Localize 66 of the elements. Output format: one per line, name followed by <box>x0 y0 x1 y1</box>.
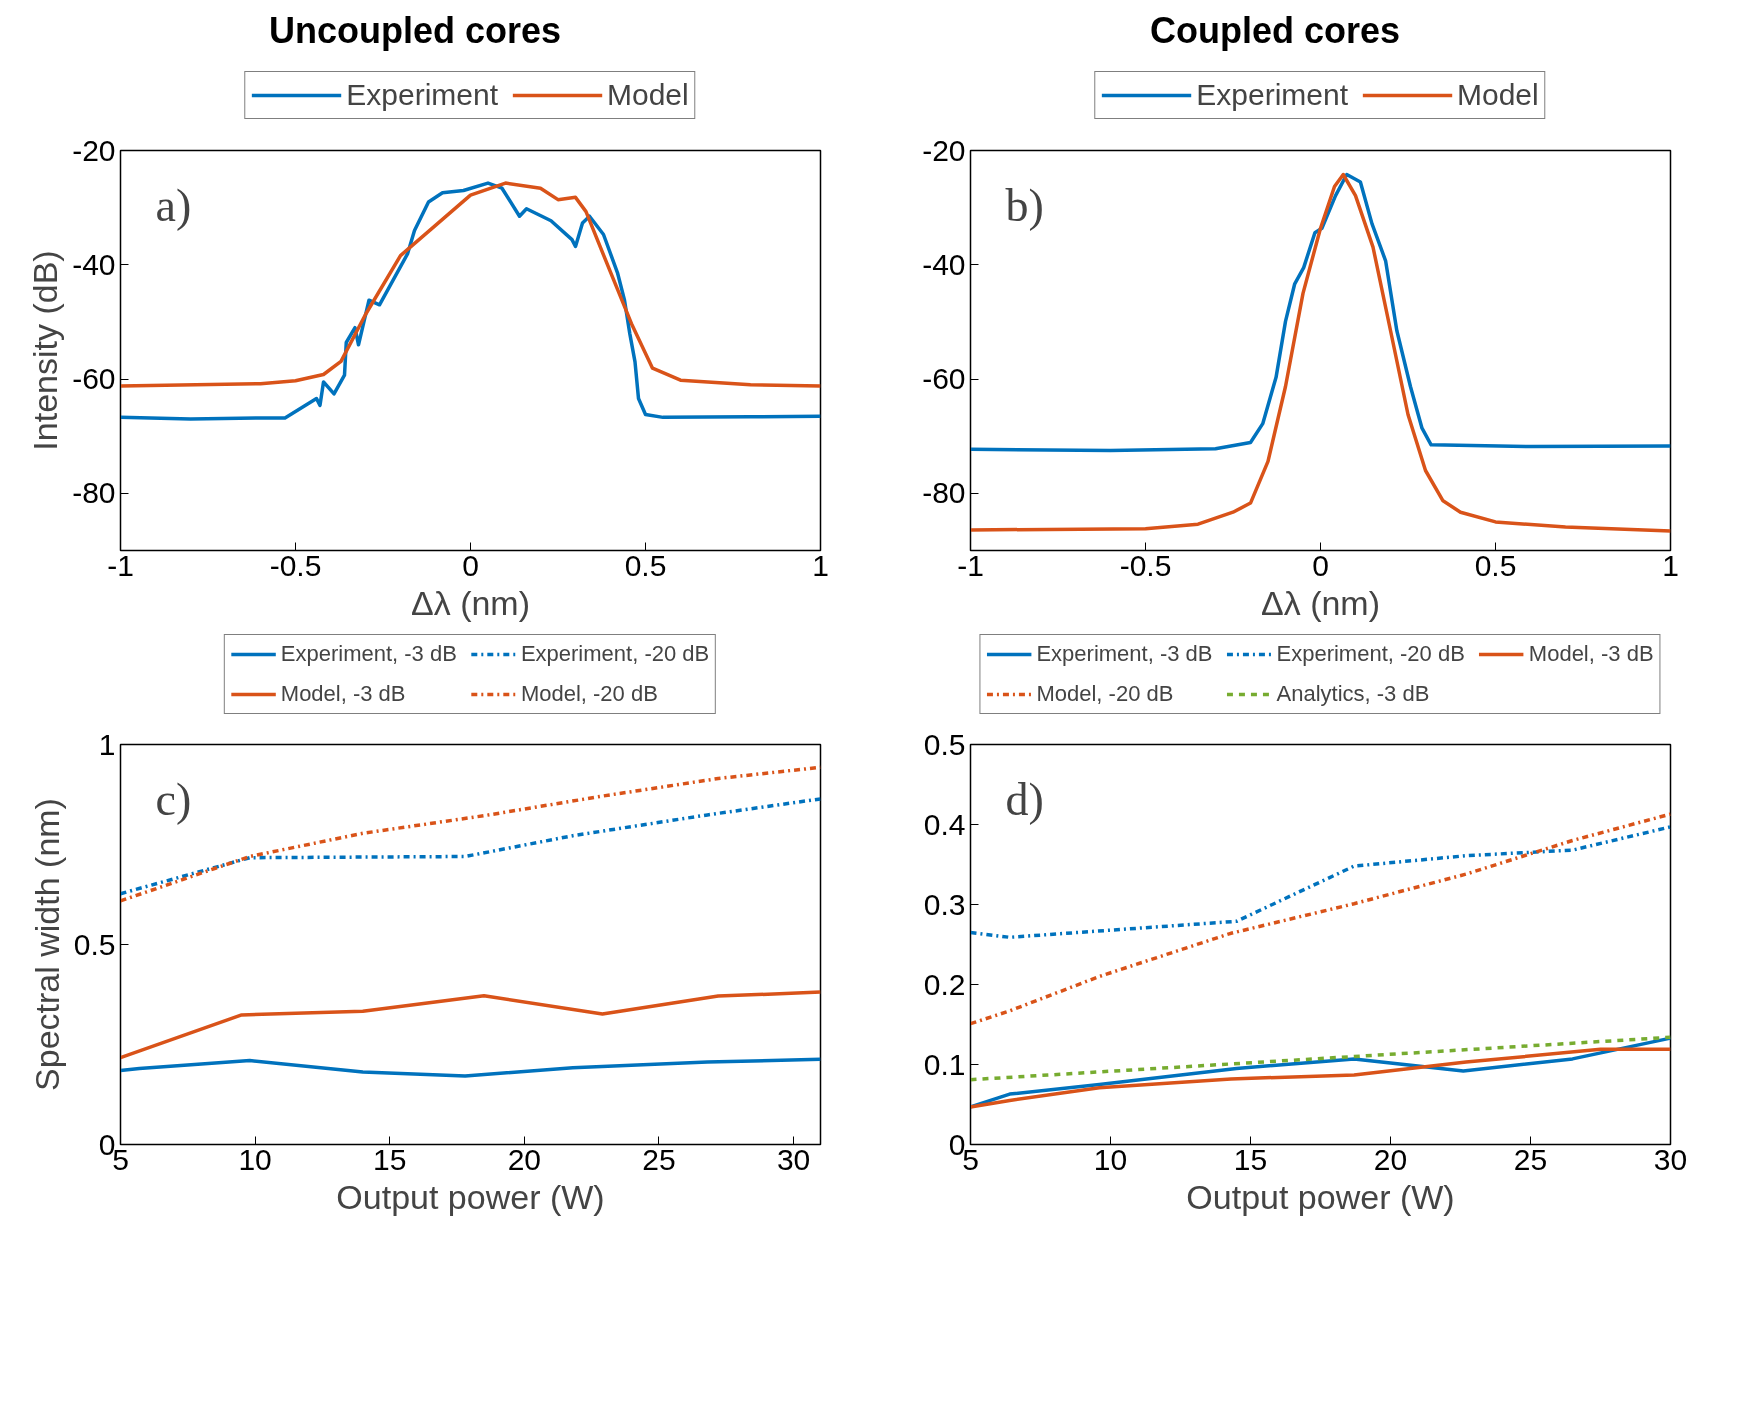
y-tick-label: -20 <box>72 133 116 167</box>
y-tick-label: 0.4 <box>923 807 966 841</box>
x-axis-title: Output power (W) <box>1186 1177 1455 1216</box>
line-series <box>970 172 1671 453</box>
x-tick-label: 0 <box>462 548 479 582</box>
x-tick-label: 10 <box>238 1142 272 1176</box>
x-tick-label: 25 <box>1513 1142 1548 1176</box>
x-tick-label: 0 <box>1312 548 1329 582</box>
annotation: a) <box>155 179 192 231</box>
legend-label: Experiment, -20 dB <box>1276 641 1465 667</box>
y-tick-label: 1 <box>98 727 116 761</box>
y-tick-label: -20 <box>922 133 966 167</box>
legend-label: Experiment, -3 dB <box>280 641 457 667</box>
line-series <box>120 1057 821 1078</box>
x-tick-label: 20 <box>1373 1142 1408 1176</box>
y-axis-title: Spectral width (nm) <box>27 798 66 1091</box>
y-tick-label: -60 <box>922 362 966 396</box>
annotation: b) <box>1005 179 1044 231</box>
y-tick-label: 0.5 <box>923 727 966 761</box>
annotation: c) <box>155 773 192 825</box>
x-axis-title: Δλ (nm) <box>1260 583 1381 622</box>
line-series <box>970 172 1671 533</box>
x-tick-label: -1 <box>107 548 134 582</box>
y-tick-label: 0.3 <box>923 887 966 921</box>
x-tick-label: 30 <box>1653 1142 1688 1176</box>
y-tick-label: 0.2 <box>923 967 966 1001</box>
legend-label: Experiment, -3 dB <box>1036 641 1213 667</box>
x-axis-title: Output power (W) <box>336 1177 605 1216</box>
x-tick-label: 1 <box>1662 548 1679 582</box>
y-tick-label: -40 <box>72 247 116 281</box>
x-tick-label: 20 <box>507 1142 542 1176</box>
line-series <box>970 1047 1671 1109</box>
annotation: d) <box>1005 773 1044 825</box>
x-tick-label: 0.5 <box>624 548 667 582</box>
x-tick-label: 25 <box>642 1142 676 1176</box>
legend-label: Model, -20 dB <box>1036 681 1174 707</box>
x-tick-label: -1 <box>957 548 984 582</box>
legend-label: Experiment <box>346 78 499 112</box>
y-tick-label: -80 <box>922 476 966 510</box>
chart-title: Coupled cores <box>1148 9 1402 53</box>
x-tick-label: 15 <box>373 1142 407 1176</box>
legend-label: Model <box>607 78 689 112</box>
x-tick-label: -0.5 <box>1119 548 1172 582</box>
line-series <box>120 990 821 1060</box>
y-tick-label: 0.1 <box>923 1047 966 1081</box>
legend-label: Model, -3 dB <box>280 681 406 707</box>
y-axis-title: Intensity (dB) <box>26 250 65 451</box>
legend-label: Model <box>1457 78 1539 112</box>
legend-label: Experiment, -20 dB <box>520 641 710 667</box>
legend-label: Analytics, -3 dB <box>1276 681 1430 707</box>
x-axis-title: Δλ (nm) <box>410 583 531 622</box>
x-tick-label: 30 <box>776 1142 811 1176</box>
y-tick-label: -60 <box>72 362 116 396</box>
legend-label: Model, -3 dB <box>1528 641 1654 667</box>
legend-label: Experiment <box>1196 78 1349 112</box>
x-tick-label: 15 <box>1233 1142 1268 1176</box>
x-tick-label: -0.5 <box>269 548 322 582</box>
chart-title: Uncoupled cores <box>267 9 563 53</box>
y-tick-label: -40 <box>922 247 966 281</box>
x-tick-label: 1 <box>812 548 829 582</box>
x-tick-label: 0.5 <box>1474 548 1517 582</box>
legend-label: Model, -20 dB <box>520 681 658 707</box>
line-series <box>970 825 1671 940</box>
x-tick-label: 10 <box>1093 1142 1128 1176</box>
y-tick-label: 0.5 <box>73 927 116 961</box>
y-tick-label: -80 <box>72 476 116 510</box>
